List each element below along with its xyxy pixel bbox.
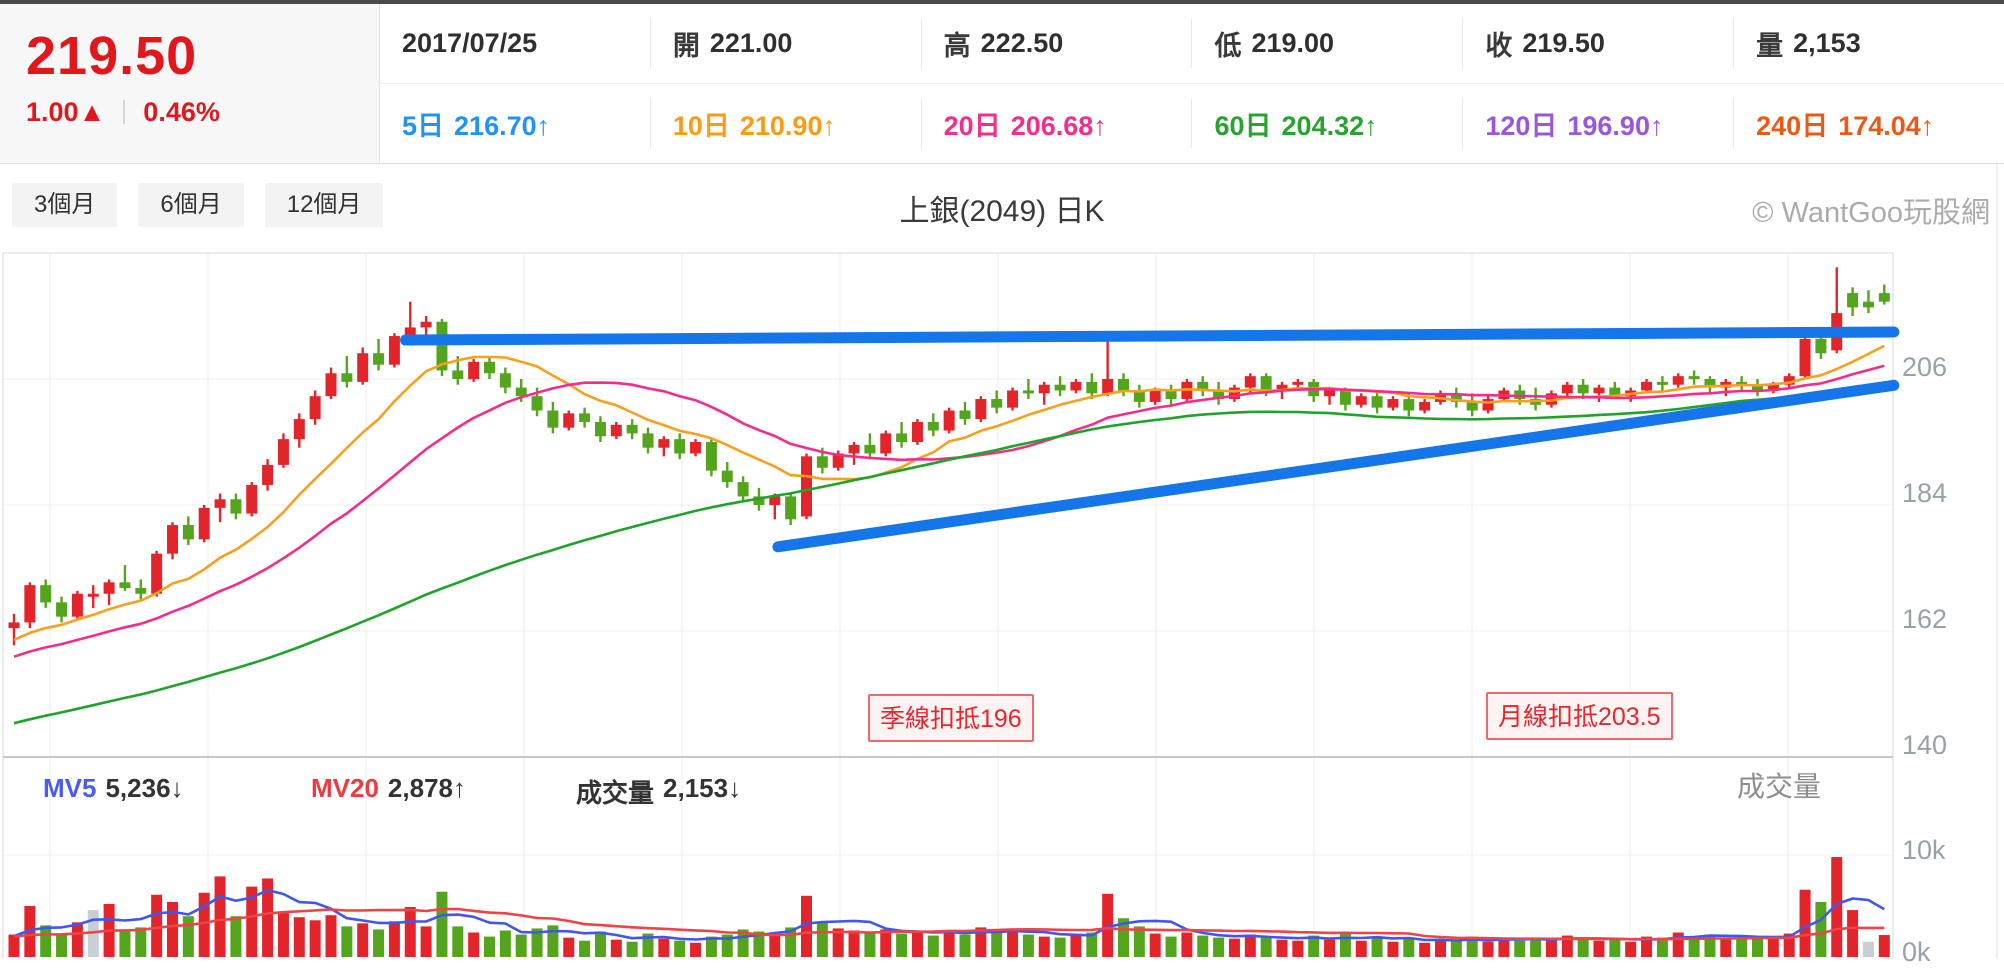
price-change-percent: 0.46%	[143, 96, 220, 127]
trade-date: 2017/07/25	[402, 28, 538, 58]
ohlc-row: 2017/07/25 開 221.00 高 222.50 低 219.00 收 219.…	[380, 4, 2004, 84]
mv20-label: MV20	[311, 773, 379, 803]
total-volume-value: 2,153↓	[663, 773, 742, 803]
price-change-row: 1.00▲ 0.46%	[26, 97, 379, 128]
price-change: 1.00▲	[26, 96, 106, 127]
price-axis-label: 184	[1902, 477, 1948, 508]
watermark-copyright: © WantGoo玩股網	[1752, 197, 1990, 229]
mv20-value: 2,878↑	[387, 773, 466, 803]
volume-axis-label: 10k	[1902, 835, 1946, 865]
trend-up-arrow: ↑	[536, 111, 551, 141]
total-volume-legend: 成交量 2,153↓	[576, 773, 741, 810]
trend-up-arrow: ↑	[1920, 111, 1935, 141]
trend-up-arrow: ↑	[1364, 111, 1378, 141]
annotation-month-ma-deduction: 月線扣抵203.5	[1486, 692, 1673, 740]
ma120-cell: 120日 196.90↑	[1462, 99, 1733, 148]
close-cell: 收 219.50	[1462, 19, 1733, 68]
price-panel: 219.50 1.00▲ 0.46%	[0, 4, 380, 163]
range-button-3m[interactable]: 3個月	[12, 183, 118, 228]
volume-pane-label: 成交量	[1737, 771, 1822, 802]
total-volume-label: 成交量	[576, 778, 655, 808]
range-button-6m[interactable]: 6個月	[138, 183, 244, 228]
ma5-cell: 5日 216.70↑	[402, 111, 551, 141]
mv20-legend: MV20 2,878↑	[311, 773, 466, 804]
range-button-12m[interactable]: 12個月	[264, 183, 384, 228]
low-cell: 低 219.00	[1191, 19, 1462, 68]
ma10-cell: 10日 210.90↑	[649, 99, 921, 148]
last-price: 219.50	[26, 26, 198, 86]
trend-up-arrow: ↑	[822, 111, 836, 141]
candlestick-chart-canvas[interactable]	[0, 164, 2004, 959]
ohlc-grid: 2017/07/25 開 221.00 高 222.50 低 219.00 收 219.…	[380, 4, 2004, 163]
ma240-cell: 240日 174.04↑	[1733, 99, 2004, 148]
price-axis-label: 206	[1902, 352, 1948, 382]
trade-date-cell: 2017/07/25	[380, 19, 650, 68]
mv5-legend: MV5 5,236↓	[43, 773, 184, 804]
chart-card: 3個月 6個月 12個月 上銀(2049) 日K © WantGoo玩股網 20…	[0, 163, 2004, 967]
high-cell: 高 222.50	[920, 19, 1192, 68]
range-toolbar: 3個月 6個月 12個月	[12, 183, 384, 228]
ma20-cell: 20日 206.68↑	[920, 99, 1192, 148]
ma60-cell: 60日 204.32↑	[1191, 99, 1462, 148]
ma-row: 5日 216.70↑ 10日 210.90↑ 20日 206.68↑ 60日 204.3…	[380, 84, 2004, 163]
mv5-label: MV5	[43, 773, 97, 803]
open-cell: 開 221.00	[649, 19, 921, 68]
price-axis-label: 140	[1902, 729, 1948, 760]
up-arrow-icon: ▲	[78, 96, 106, 127]
trend-up-arrow: ↑	[1649, 111, 1664, 141]
price-axis-label: 162	[1902, 603, 1948, 634]
window-top-border	[0, 0, 2004, 4]
change-divider	[123, 100, 126, 125]
trend-up-arrow: ↑	[1093, 111, 1107, 141]
annotation-quarter-ma-deduction: 季線扣抵196	[868, 694, 1034, 742]
volume-cell: 量 2,153	[1733, 19, 2004, 68]
chart-title: 上銀(2049) 日K	[899, 195, 1105, 228]
mv5-value: 5,236↓	[105, 773, 184, 803]
volume-axis-label: 0k	[1902, 937, 1931, 967]
